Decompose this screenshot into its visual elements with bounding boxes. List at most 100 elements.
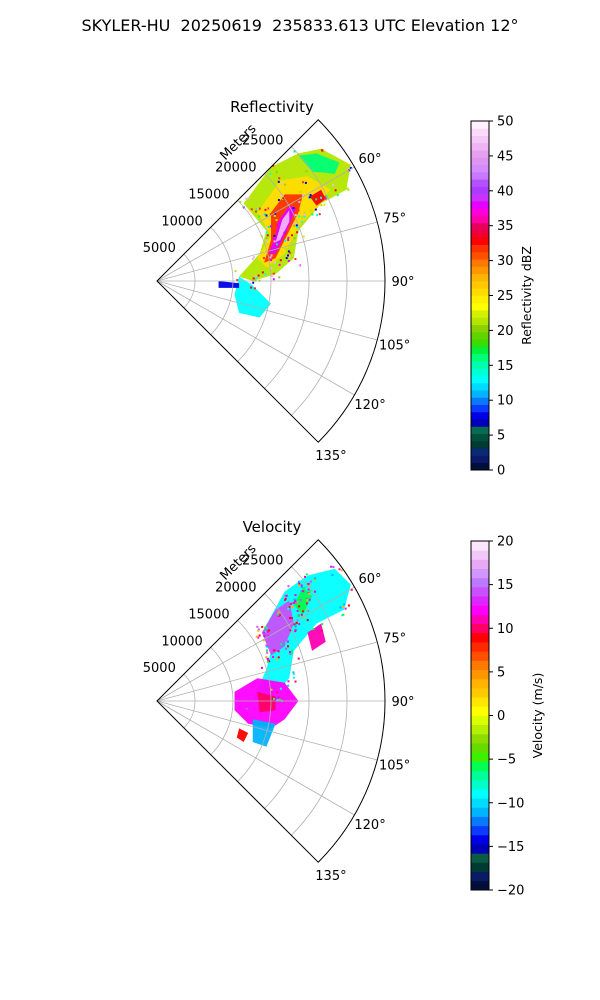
colorbar-swatch: [471, 807, 489, 817]
echo-speckle: [262, 257, 265, 260]
echo-speckle: [272, 237, 275, 240]
echo-speckle: [288, 255, 291, 258]
echo-speckle: [354, 584, 357, 587]
echo-speckle: [295, 224, 298, 227]
echo-speckle: [278, 263, 281, 266]
echo-speckle: [305, 610, 308, 613]
echo-speckle: [266, 243, 269, 246]
colorbar-swatch: [471, 404, 489, 413]
echo-speckle: [336, 194, 339, 197]
echo-speckle: [342, 188, 345, 191]
echo-speckle: [305, 573, 308, 576]
colorbar-swatch: [471, 642, 489, 652]
colorbar-swatch: [471, 752, 489, 762]
echo-speckle: [300, 584, 303, 587]
echo-speckle: [252, 256, 255, 259]
echo-speckle: [254, 275, 257, 278]
colorbar-swatch: [471, 614, 489, 625]
echo-speckle: [284, 183, 287, 186]
echo-speckle: [325, 195, 328, 198]
colorbar-swatch: [471, 455, 489, 464]
echo-speckle: [270, 274, 273, 277]
radial-tick-label: 5000: [143, 241, 176, 256]
angle-tick-label: 90°: [391, 275, 414, 290]
echo-speckle: [255, 208, 258, 211]
echo-speckle: [269, 256, 272, 259]
echo-speckle: [291, 649, 294, 652]
echo-speckle: [308, 598, 311, 601]
echo-speckle: [257, 274, 260, 277]
echo-speckle: [287, 250, 290, 253]
echo-speckle: [263, 634, 266, 637]
echo-speckle: [284, 595, 287, 598]
echo-speckle: [300, 590, 303, 593]
echo-speckle: [293, 600, 296, 603]
colorbar-tick-label: 0: [497, 709, 505, 724]
echo-speckle: [302, 194, 305, 197]
echo-speckle: [251, 258, 254, 261]
echo-region: [234, 276, 271, 318]
echo-speckle: [289, 652, 292, 655]
echo-speckle: [287, 254, 290, 257]
echo-speckle: [278, 276, 281, 279]
echo-speckle: [270, 259, 273, 262]
colorbar-swatch: [471, 605, 489, 615]
echo-speckle: [276, 613, 279, 616]
echo-speckle: [281, 182, 284, 185]
echo-speckle: [293, 598, 296, 601]
echo-speckle: [286, 617, 289, 620]
colorbar-swatch: [471, 346, 489, 355]
echo-speckle: [302, 590, 305, 593]
echo-speckle: [321, 623, 324, 626]
echo-speckle: [314, 577, 317, 580]
colorbar-swatch: [471, 550, 489, 560]
echo-speckle: [342, 605, 345, 608]
echo-speckle: [281, 252, 284, 255]
colorbar-swatch: [471, 353, 489, 362]
echo-speckle: [281, 642, 284, 645]
echo-speckle: [334, 189, 337, 192]
colorbar-swatch: [471, 222, 489, 231]
echo-speckle: [265, 268, 268, 271]
colorbar-swatch: [471, 715, 489, 726]
colorbar-swatch: [471, 200, 489, 209]
colorbar-swatch: [471, 788, 489, 799]
echo-speckle: [294, 258, 297, 261]
colorbar-tick-label: 20: [497, 324, 514, 339]
echo-speckle: [277, 615, 280, 618]
echo-speckle: [280, 643, 283, 646]
radial-tick-label: 20000: [215, 581, 256, 596]
angle-tick-label: 135°: [315, 869, 346, 884]
echo-speckle: [285, 647, 288, 650]
echo-speckle: [245, 197, 248, 200]
echo-speckle: [296, 231, 299, 234]
echo-speckle: [254, 212, 257, 215]
echo-speckle: [303, 586, 306, 589]
echo-speckle: [309, 209, 312, 212]
echo-speckle: [269, 225, 272, 228]
echo-speckle: [307, 592, 310, 595]
colorbar-swatch: [471, 150, 489, 158]
echo-speckle: [294, 594, 297, 597]
echo-speckle: [314, 208, 317, 211]
colorbar-tick-label: 45: [497, 149, 514, 164]
colorbar-swatch: [471, 179, 489, 187]
echo-speckle: [294, 214, 297, 217]
azimuth-gridline: [156, 700, 378, 761]
echo-speckle: [282, 176, 285, 179]
echo-speckle: [261, 271, 264, 274]
colorbar-swatch: [471, 128, 489, 136]
echo-speckle: [270, 267, 273, 270]
echo-speckle: [284, 239, 287, 242]
colorbar-tick-label: 40: [497, 184, 514, 199]
colorbar-tick-label: 35: [497, 219, 514, 234]
colorbar-swatch: [471, 426, 489, 435]
echo-speckle: [319, 196, 322, 199]
echo-speckle: [305, 170, 308, 173]
echo-speckle: [272, 278, 275, 281]
echo-speckle: [309, 580, 312, 583]
echo-speckle: [282, 197, 285, 200]
echo-region: [275, 210, 290, 243]
colorbar-swatch: [471, 706, 489, 716]
